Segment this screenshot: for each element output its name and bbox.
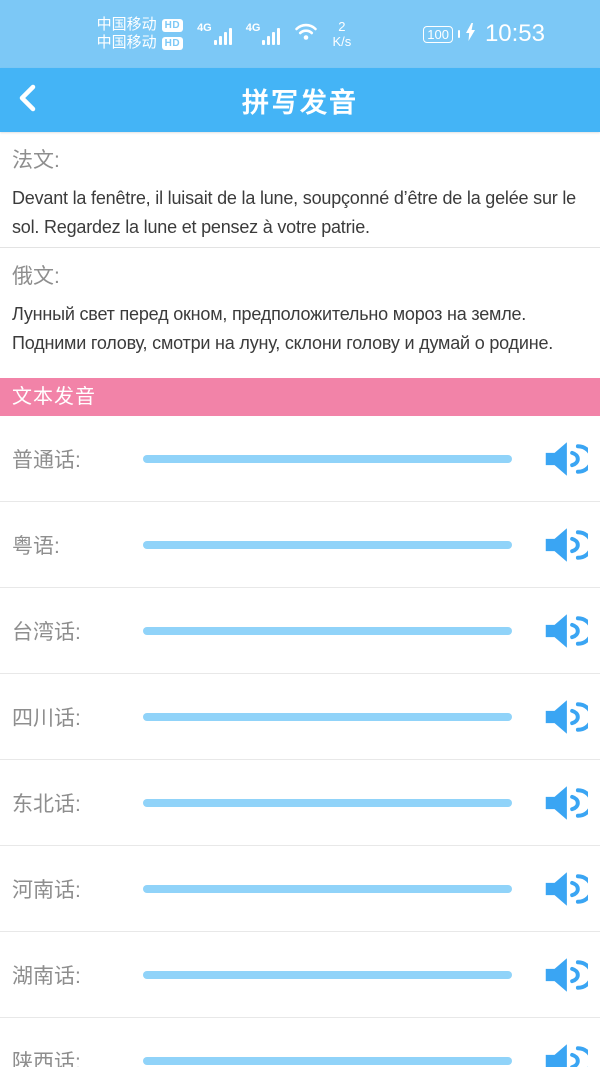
status-right-cluster: 100 10:53 bbox=[423, 20, 545, 48]
signal-bars-icon bbox=[262, 27, 281, 45]
playback-progress-slider[interactable] bbox=[143, 970, 512, 979]
dialect-label: 湖南话: bbox=[12, 964, 81, 988]
section-divider bbox=[0, 247, 600, 248]
battery-nub bbox=[457, 30, 460, 38]
signal-sim1: 4G bbox=[197, 23, 232, 45]
pronunciation-row: 粤语: bbox=[0, 502, 600, 588]
battery-icon: 100 bbox=[423, 25, 453, 43]
speed-value: 2 bbox=[338, 19, 346, 34]
french-text: Devant la fenêtre, il luisait de la lune… bbox=[12, 188, 576, 237]
network-speed: 2 K/s bbox=[332, 19, 351, 49]
dialect-label: 普通话: bbox=[12, 448, 81, 472]
pronunciation-row: 东北话: bbox=[0, 760, 600, 846]
speaker-icon[interactable] bbox=[544, 439, 588, 479]
app-bar: 拼写发音 bbox=[0, 68, 600, 132]
pronunciation-row: 台湾话: bbox=[0, 588, 600, 674]
hd-badge-sim2: HD bbox=[161, 36, 184, 50]
speaker-icon[interactable] bbox=[544, 783, 588, 823]
dialect-label: 四川话: bbox=[12, 706, 81, 730]
playback-progress-slider[interactable] bbox=[143, 884, 512, 893]
status-bar: 中国移动 HD 中国移动 HD 4G 4G bbox=[0, 0, 600, 68]
dialect-label: 台湾话: bbox=[12, 620, 81, 644]
pronunciation-row: 河南话: bbox=[0, 846, 600, 932]
network-type-sim2: 4G bbox=[245, 22, 261, 34]
pronunciation-row: 普通话: bbox=[0, 416, 600, 502]
playback-progress-slider[interactable] bbox=[143, 540, 512, 549]
carrier-name-sim2: 中国移动 bbox=[96, 34, 157, 51]
pronunciation-row: 陕西话: bbox=[0, 1018, 600, 1067]
signal-sim2: 4G bbox=[246, 23, 281, 45]
speaker-icon[interactable] bbox=[544, 525, 588, 565]
speed-unit: K/s bbox=[332, 34, 352, 49]
carrier-block: 中国移动 HD 中国移动 HD bbox=[96, 16, 184, 51]
russian-label: 俄文: bbox=[12, 265, 60, 288]
french-section: 法文: Devant la fenêtre, il luisait de la … bbox=[0, 132, 600, 247]
wifi-icon bbox=[294, 22, 318, 46]
speaker-icon[interactable] bbox=[544, 611, 588, 651]
pronunciation-section-header: 文本发音 bbox=[0, 378, 600, 416]
playback-progress-slider[interactable] bbox=[143, 454, 512, 463]
dialect-label: 陕西话: bbox=[12, 1050, 81, 1067]
pronunciation-list: 普通话: 粤语: 台湾话: bbox=[0, 416, 600, 1067]
network-type-sim1: 4G bbox=[197, 22, 212, 34]
page-title: 拼写发音 bbox=[242, 87, 358, 118]
carrier-name-sim1: 中国移动 bbox=[96, 16, 157, 33]
playback-progress-slider[interactable] bbox=[143, 798, 512, 807]
russian-section: 俄文: Лунный свет перед окном, предположит… bbox=[0, 248, 600, 378]
speaker-icon[interactable] bbox=[544, 955, 588, 995]
playback-progress-slider[interactable] bbox=[143, 626, 512, 635]
status-network-cluster: 中国移动 HD 中国移动 HD 4G 4G bbox=[97, 17, 352, 51]
speaker-icon[interactable] bbox=[544, 697, 588, 737]
lightning-icon bbox=[465, 22, 476, 46]
signal-bars-icon bbox=[213, 27, 232, 45]
clock-time: 10:53 bbox=[484, 20, 545, 47]
playback-progress-slider[interactable] bbox=[143, 1056, 512, 1065]
dialect-label: 东北话: bbox=[12, 792, 81, 816]
dialect-label: 河南话: bbox=[12, 878, 81, 902]
french-label: 法文: bbox=[12, 149, 60, 172]
pronunciation-row: 湖南话: bbox=[0, 932, 600, 1018]
pronunciation-row: 四川话: bbox=[0, 674, 600, 760]
hd-badge-sim1: HD bbox=[161, 18, 184, 32]
dialect-label: 粤语: bbox=[12, 534, 60, 558]
speaker-icon[interactable] bbox=[544, 1041, 588, 1067]
chevron-left-icon bbox=[14, 83, 40, 118]
speaker-icon[interactable] bbox=[544, 869, 588, 909]
back-button[interactable] bbox=[14, 68, 58, 132]
playback-progress-slider[interactable] bbox=[143, 712, 512, 721]
russian-text: Лунный свет перед окном, предположительн… bbox=[12, 304, 554, 353]
